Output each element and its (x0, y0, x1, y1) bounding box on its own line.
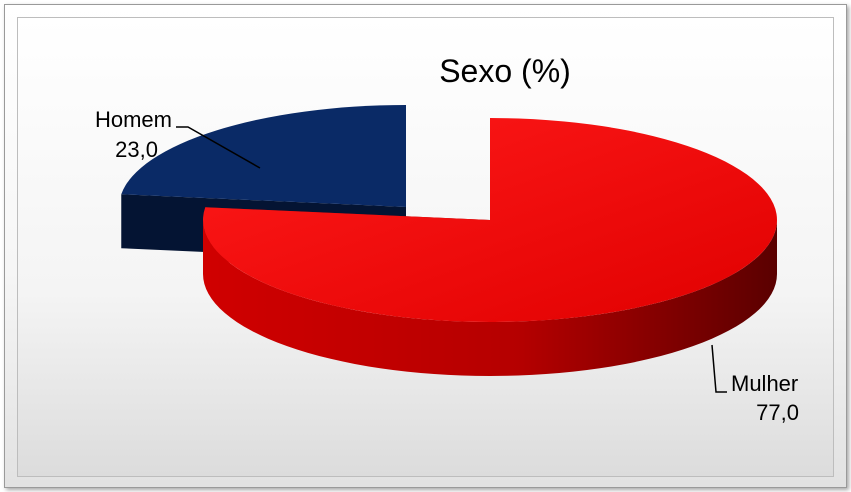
pie-top-mulher (202, 118, 778, 322)
slice-label-homem: Homem (95, 107, 172, 132)
leader-line-mulher (711, 344, 727, 393)
leader-line-homem (176, 126, 261, 169)
pie-top-homem (121, 105, 406, 207)
chart-title: Sexo (%) (439, 53, 571, 89)
pie-side-mulher (203, 220, 777, 376)
slice-value-homem: 23,0 (115, 137, 158, 162)
pie-slice-mulher (202, 118, 778, 376)
slice-value-mulher: 77,0 (756, 400, 799, 425)
slice-label-mulher: Mulher (731, 371, 798, 396)
